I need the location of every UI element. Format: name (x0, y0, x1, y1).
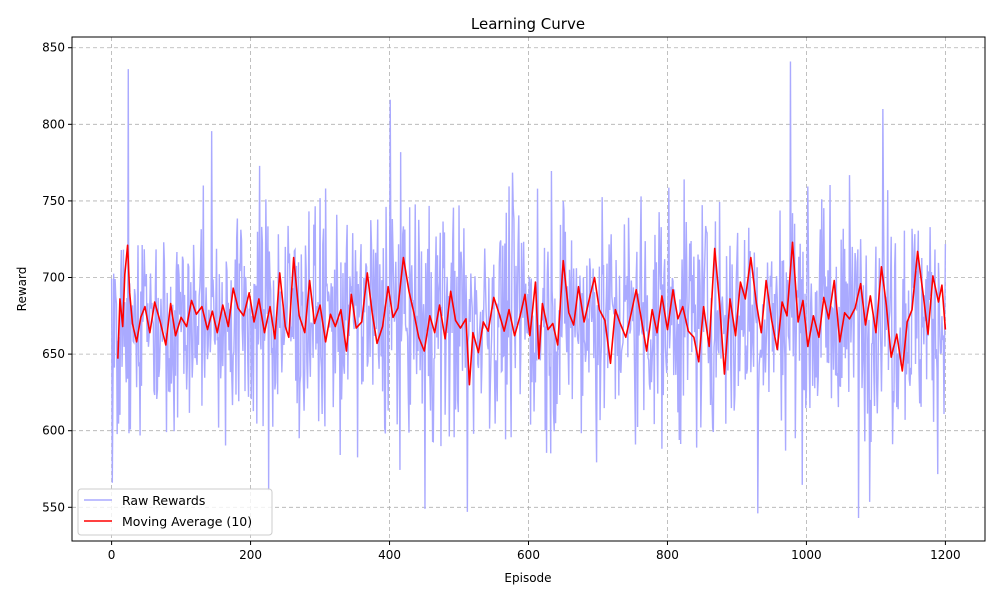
y-ticks: 550 600 650 700 750 800 850 (42, 41, 72, 514)
x-tick-label: 1200 (930, 548, 961, 562)
y-tick-label: 750 (42, 194, 65, 208)
x-tick-label: 800 (656, 548, 679, 562)
moving-average-line (117, 241, 947, 386)
x-axis-label: Episode (504, 571, 551, 585)
legend: Raw Rewards Moving Average (10) (77, 488, 273, 536)
y-tick-label: 550 (42, 500, 65, 514)
x-tick-label: 200 (239, 548, 262, 562)
moving-average-layer (117, 241, 947, 386)
x-tick-label: 0 (108, 548, 116, 562)
legend-label-moving-average: Moving Average (10) (122, 514, 252, 529)
legend-box (77, 488, 273, 536)
y-tick-label: 800 (42, 117, 65, 131)
chart-title: Learning Curve (471, 15, 585, 33)
x-tick-label: 400 (378, 548, 401, 562)
x-tick-label: 600 (517, 548, 540, 562)
x-tick-label: 1000 (791, 548, 822, 562)
legend-label-raw-rewards: Raw Rewards (122, 493, 205, 508)
y-tick-label: 650 (42, 347, 65, 361)
y-tick-label: 850 (42, 41, 65, 55)
y-axis-label: Reward (15, 267, 29, 312)
y-tick-label: 700 (42, 271, 65, 285)
x-ticks: 0 200 400 600 800 1000 1200 (108, 541, 961, 562)
y-tick-label: 600 (42, 424, 65, 438)
